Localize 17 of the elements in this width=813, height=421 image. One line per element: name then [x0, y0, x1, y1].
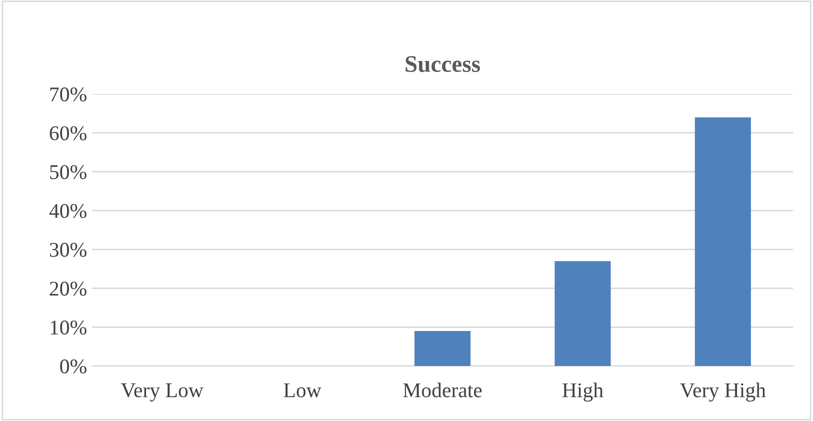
y-tick-label: 70% — [50, 87, 86, 102]
bar — [554, 261, 611, 366]
y-tick-label: 20% — [50, 282, 86, 296]
y-tick-label: 60% — [50, 126, 86, 140]
y-tick-label: 10% — [50, 320, 86, 335]
x-tick-label: Moderate — [403, 382, 482, 398]
x-tick-label: High — [562, 382, 604, 402]
x-tick-label: Very Low — [120, 383, 204, 402]
bar — [694, 117, 751, 366]
chart-title: Success — [406, 56, 480, 72]
y-tick-label: 40% — [49, 204, 86, 218]
y-tick-label: 0% — [60, 359, 86, 374]
x-tick-label: Low — [284, 383, 322, 398]
y-tick-label: 50% — [50, 165, 86, 180]
x-tick-label: Very High — [680, 382, 766, 402]
y-tick-label: 30% — [50, 242, 86, 257]
bar — [414, 331, 471, 366]
